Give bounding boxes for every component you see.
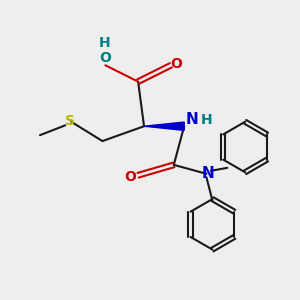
Text: S: S [65,114,75,128]
Text: O: O [99,51,111,65]
Text: N: N [185,112,198,127]
Text: H: H [99,36,111,50]
Text: H: H [201,113,212,127]
Text: O: O [125,170,136,184]
Text: O: O [170,57,182,71]
Text: N: N [202,166,214,181]
Polygon shape [144,122,184,130]
